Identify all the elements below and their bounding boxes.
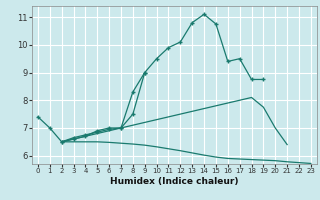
X-axis label: Humidex (Indice chaleur): Humidex (Indice chaleur) [110,177,239,186]
